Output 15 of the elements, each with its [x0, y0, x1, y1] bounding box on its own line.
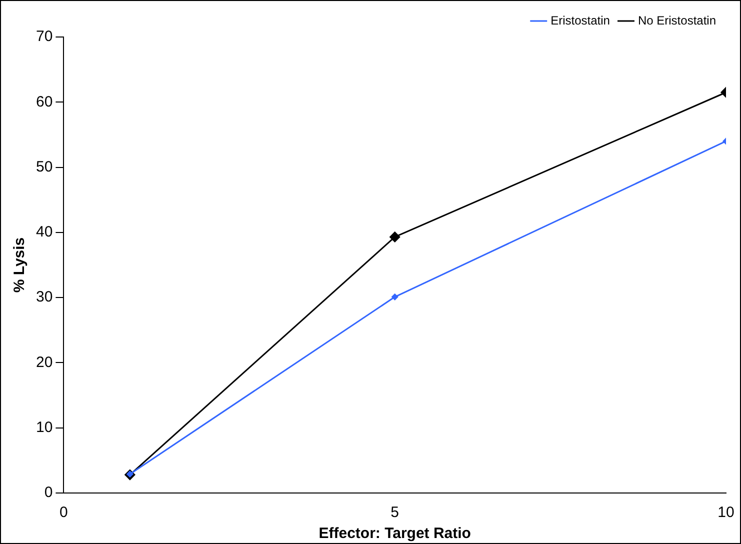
y-tick-label: 40 — [36, 224, 53, 241]
y-axis-title: % Lysis — [11, 237, 28, 293]
y-tick-label: 30 — [36, 288, 53, 306]
x-axis-title: Effector: Target Ratio — [318, 525, 471, 542]
y-tick-label: 60 — [36, 93, 53, 110]
legend-label: Eristostatin — [550, 13, 610, 28]
x-tick-label: 5 — [390, 504, 400, 522]
x-tick-label: 10 — [718, 504, 734, 522]
y-tick-label: 10 — [36, 419, 53, 436]
y-tick-label: 0 — [44, 484, 53, 502]
y-tick-label: 70 — [36, 28, 53, 46]
x-tick-label: 0 — [60, 504, 68, 522]
y-tick-label: 20 — [36, 354, 53, 371]
y-tick-label: 50 — [36, 158, 53, 176]
legend-label: No Eristostatin — [638, 13, 716, 28]
